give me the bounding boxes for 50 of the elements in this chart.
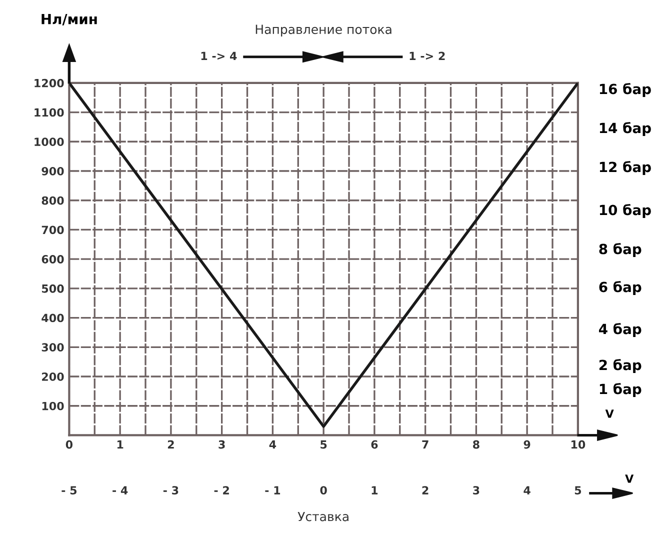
x2-tick-label: 1 [372, 486, 378, 494]
x2-tick-label: 5 [574, 486, 582, 494]
y-tick-label: 500 [42, 284, 64, 293]
x-tick-label: 9 [524, 440, 530, 449]
y-axis-title: Нл/мин [42, 14, 97, 26]
x-tick-label: 2 [168, 440, 174, 449]
x2-tick-label: - 5 [62, 486, 77, 494]
x2-tick-label: 0 [320, 486, 327, 494]
x-tick-label: 4 [269, 440, 276, 449]
x2-tick-label: - 3 [163, 486, 178, 494]
text: 1 -> 2 [410, 52, 445, 60]
x2-axis-title: V [625, 474, 634, 483]
text: 2 бар [599, 359, 642, 373]
x-tick-label: 5 [320, 440, 327, 449]
y-tick-label: 700 [42, 226, 64, 234]
y-tick-label: 1100 [34, 108, 64, 117]
text: 16 бар [600, 83, 651, 97]
text: 4 бар [598, 323, 642, 337]
x2-tick-label: 3 [473, 486, 480, 494]
y-tick-label: 1000 [34, 138, 64, 146]
x2-tick-label: 2 [422, 486, 428, 494]
x-tick-label: 1 [117, 440, 124, 449]
y-tick-label: 300 [42, 343, 64, 352]
x2-tick-label: - 2 [214, 486, 229, 494]
x-tick-label: 3 [218, 440, 225, 449]
x-tick-label: 10 [571, 440, 586, 449]
y-tick-label: 200 [42, 372, 64, 381]
x-tick-label: 0 [66, 440, 73, 449]
y-tick-label: 900 [42, 166, 64, 176]
x-tick-label: 8 [473, 440, 480, 449]
x2-tick-label: - 1 [265, 486, 280, 494]
text: 12 бар [600, 161, 651, 175]
x2-tick-label: - 4 [112, 486, 128, 494]
y-tick-label: 100 [42, 402, 64, 410]
x-axis-title: V [605, 410, 614, 418]
x-tick-label: 7 [422, 440, 428, 449]
y-tick-label: 800 [42, 196, 64, 205]
x-tick-label: 6 [371, 440, 378, 449]
text: 14 бар [600, 122, 651, 136]
y-tick-label: 1200 [34, 78, 64, 88]
text: 6 бар [599, 281, 642, 295]
text: 1 -> 4 [201, 52, 237, 60]
text: 10 бар [600, 204, 651, 218]
y-tick-label: 600 [42, 255, 64, 264]
text: 8 бар [599, 243, 642, 257]
text: Уставка [298, 512, 348, 522]
chart-title: Направление потока [256, 24, 392, 36]
x2-tick-label: 4 [524, 486, 530, 494]
y-tick-label: 400 [42, 314, 64, 322]
text: 1 бар [600, 383, 642, 397]
